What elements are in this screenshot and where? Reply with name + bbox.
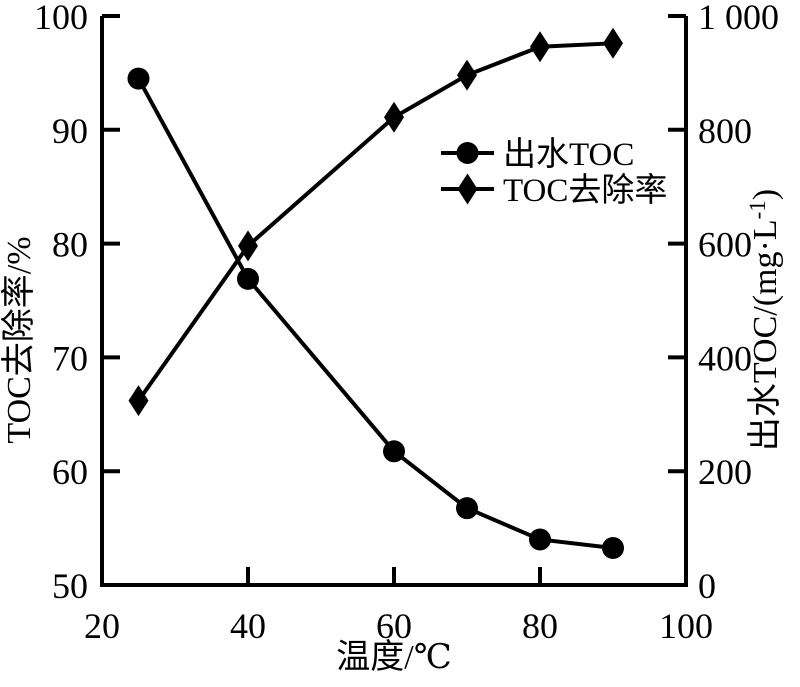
- x-tick-label: 60: [376, 606, 412, 646]
- x-tick-label: 20: [84, 606, 120, 646]
- data-point-diamond: [128, 385, 149, 417]
- y-left-tick-label: 80: [52, 225, 88, 265]
- y-right-tick-label: 1 000: [698, 0, 779, 37]
- data-point-circle: [383, 440, 405, 463]
- y-left-tick-label: 70: [52, 338, 88, 378]
- series-line-circle: [136, 77, 614, 551]
- data-point-diamond: [530, 31, 550, 63]
- data-point-circle: [127, 67, 150, 90]
- legend-label: TOC去除率: [503, 172, 667, 209]
- axis-spines: [100, 16, 688, 587]
- data-point-circle: [456, 497, 478, 520]
- y-right-tick-label: 200: [698, 452, 752, 492]
- series-layer: [127, 27, 624, 560]
- y-right-tick-label: 800: [698, 111, 752, 151]
- data-point-diamond: [238, 230, 258, 262]
- data-point-diamond: [457, 59, 477, 91]
- series-line-diamond: [136, 41, 614, 402]
- data-point-circle: [529, 528, 551, 551]
- data-point-diamond: [603, 27, 623, 59]
- x-tick-label: 40: [230, 606, 266, 646]
- y-right-tick-label: 400: [698, 338, 752, 378]
- y-left-tick-label: 90: [52, 111, 88, 151]
- x-axis-title: 温度/℃: [336, 638, 451, 676]
- data-point-circle: [602, 537, 624, 560]
- data-point-circle: [237, 267, 259, 290]
- legend-circle-icon: [456, 142, 479, 164]
- y-left-axis-title: TOC去除率/%: [0, 236, 38, 443]
- axes-layer: 100 90 80 70 60 50 1 000 800 600 400 200 0 20 40 60 80 1…: [0, 0, 784, 676]
- y-left-tick-label: 100: [34, 0, 88, 37]
- x-tick-label: 80: [522, 606, 558, 646]
- y-right-tick-label: 0: [698, 566, 716, 606]
- y-left-tick-label: 50: [52, 566, 88, 606]
- legend-diamond-icon: [457, 173, 478, 205]
- x-tick-label: 100: [659, 606, 713, 646]
- y-right-axis-title: 出水TOC/(mg·L-1): [745, 189, 784, 451]
- legend-label: 出水TOC: [503, 136, 634, 173]
- data-point-diamond: [384, 101, 404, 133]
- y-right-tick-label: 600: [698, 225, 752, 265]
- y-left-tick-label: 60: [52, 452, 88, 492]
